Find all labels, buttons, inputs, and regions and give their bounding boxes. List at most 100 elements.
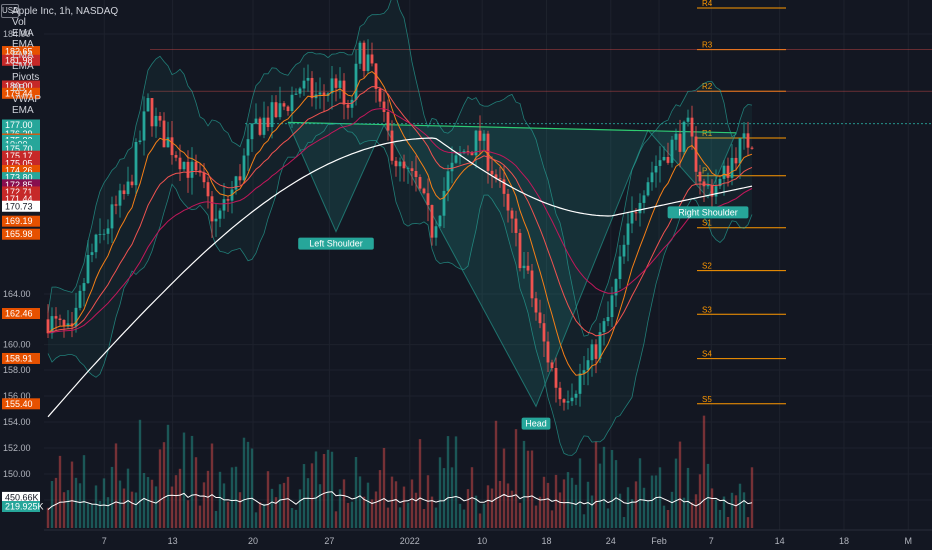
volume-bar (726, 516, 730, 528)
volume-bar (218, 471, 222, 528)
candle-body (550, 362, 554, 369)
volume-bar (714, 499, 718, 528)
candle-body (162, 120, 166, 148)
candle-body (698, 171, 702, 182)
volume-bar (98, 500, 102, 528)
volume-bar (610, 449, 614, 528)
volume-bar (394, 481, 398, 528)
candle-body (538, 312, 542, 324)
candle-body (242, 155, 246, 181)
indicator-ema-2[interactable]: EMA (12, 39, 34, 50)
candle-body (706, 184, 710, 187)
price-tag-label: 155.40 (5, 399, 33, 409)
volume-bar (226, 501, 230, 528)
candle-body (94, 234, 98, 253)
volume-bar (430, 496, 434, 528)
candle-body (222, 199, 226, 211)
price-tag-label: 165.98 (5, 229, 33, 239)
indicator-ema-1[interactable]: EMA (12, 28, 34, 39)
candle-body (170, 137, 174, 156)
candle-body (330, 78, 334, 94)
x-tick-label: 10 (477, 536, 487, 546)
volume-bar (266, 471, 270, 528)
y-tick-label: 184.00 (3, 29, 31, 39)
candle-body (514, 218, 518, 233)
y-tick-label: 156.00 (3, 391, 31, 401)
volume-bar (398, 507, 402, 528)
candle-body (694, 136, 698, 172)
x-tick-label: 18 (839, 536, 849, 546)
volume-bar (102, 478, 106, 528)
candle-body (602, 321, 606, 333)
volume-bar (174, 475, 178, 528)
chart-legend: Apple Inc, 1h, NASDAQ Vol EMA EMA EMA EM… (12, 6, 118, 116)
price-tag-label: 174.26 (5, 166, 33, 176)
candle-body (574, 393, 578, 398)
symbol-title[interactable]: Apple Inc, 1h, NASDAQ (12, 6, 119, 17)
candle-body (506, 193, 510, 211)
price-tag-label: 172.71 (5, 187, 33, 197)
time-axis[interactable]: 7 13 20 27 2022 10 18 24 Feb 7 14 18 M (44, 529, 932, 546)
pivot-label: R4 (702, 0, 713, 8)
candle-body (354, 63, 358, 100)
candle-body (146, 98, 150, 112)
volume-bar (66, 490, 70, 528)
candle-body (158, 115, 162, 121)
candle-body (594, 344, 598, 359)
candle-body (282, 103, 286, 107)
candle-body (214, 218, 218, 222)
volume-bar (146, 477, 150, 528)
candle-body (622, 244, 626, 257)
candle-body (566, 401, 570, 403)
price-tag (2, 179, 40, 191)
price-tag (2, 491, 40, 503)
candle-body (426, 193, 430, 206)
candle-body (54, 316, 58, 319)
volume-bar (62, 492, 66, 528)
indicator-ema-3[interactable]: EMA (12, 50, 34, 61)
volume-bar (550, 510, 554, 528)
indicator-vwap[interactable]: VWAP (12, 94, 42, 105)
candle-body (446, 171, 450, 191)
volume-bar (230, 467, 234, 528)
price-tag-label: 177.00 (5, 120, 33, 130)
candle-body (730, 157, 734, 178)
indicator-ema-5[interactable]: EMA (12, 105, 34, 116)
candle-body (358, 42, 362, 64)
volume-bar (110, 466, 114, 528)
volume-bar (370, 499, 374, 528)
price-axis[interactable]: 184.00 164.00 160.00 158.00 156.00 154.00 152.… (2, 29, 44, 512)
bb-lower (47, 123, 753, 456)
candle-body (134, 142, 138, 186)
currency-badge[interactable]: USD (1, 4, 19, 18)
y-tick-label: 158.00 (3, 365, 31, 375)
candle-body (410, 168, 414, 172)
price-tag (2, 200, 40, 212)
volume-bar (530, 450, 534, 528)
volume-bar (254, 512, 258, 528)
indicator-pivots[interactable]: Pivots (12, 72, 40, 83)
price-tag (2, 228, 40, 240)
volume-bar (618, 493, 622, 528)
volume-bar (302, 464, 306, 528)
candle-body (750, 147, 754, 149)
candle-body (578, 373, 582, 394)
annotation-label: Right Shoulder (678, 207, 738, 217)
x-tick-label: 7 (709, 536, 714, 546)
candlesticks (46, 39, 754, 411)
pivot-label: S4 (702, 350, 712, 359)
indicator-vol[interactable]: Vol (12, 17, 26, 28)
volume-bar (70, 461, 74, 528)
volume-bar (406, 502, 410, 528)
candle-body (178, 157, 182, 170)
candle-body (742, 133, 746, 139)
candle-body (218, 210, 222, 219)
indicator-bb[interactable]: BB (12, 83, 26, 94)
volume-bar (178, 468, 182, 528)
annotation-box (521, 417, 551, 430)
pivot-label: S1 (702, 219, 712, 228)
indicator-ema-4[interactable]: EMA (12, 61, 34, 72)
candle-body (102, 233, 106, 235)
volume-bar (626, 487, 630, 528)
